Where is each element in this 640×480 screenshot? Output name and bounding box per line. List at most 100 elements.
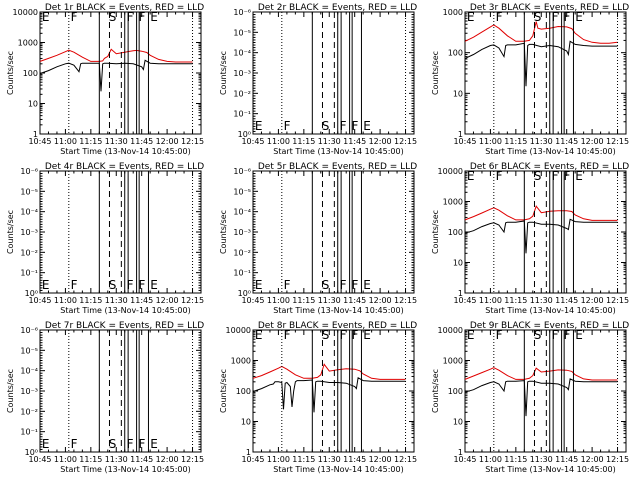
y-tick-label: 10⁻¹: [20, 269, 38, 278]
series-lld: [464, 205, 618, 221]
x-axis-label: Start Time (13-Nov-14 10:45:00): [485, 306, 615, 315]
y-tick-label: 10⁻³: [233, 69, 251, 78]
panel-7: Det 7r BLACK = Events, RED = LLD 10⁰ 10⁻¹ 1…: [6, 321, 204, 474]
y-tick-label: 100: [236, 387, 251, 396]
segment-marker: S: [109, 10, 117, 24]
y-tick-label: 10⁻¹: [20, 428, 38, 437]
x-tick-label: 12:00: [156, 455, 179, 464]
y-tick-label: 10⁻⁵: [233, 187, 251, 196]
series-events: [464, 218, 618, 254]
y-tick-label: 10⁻³: [20, 387, 38, 396]
segment-marker: S: [322, 119, 330, 133]
x-tick-label: 10:45: [453, 137, 476, 146]
segment-marker: E: [42, 437, 50, 451]
segment-marker: F: [138, 10, 145, 24]
y-tick-label: 10⁻⁶: [233, 167, 251, 176]
plot-frame: [464, 170, 627, 294]
segment-marker: F: [127, 10, 134, 24]
y-tick-label: 10⁻⁶: [20, 167, 38, 176]
x-tick-label: 12:00: [369, 455, 392, 464]
y-axis-label: Counts/sec: [431, 210, 440, 254]
y-tick-label: 1: [33, 130, 38, 139]
segment-marker: F: [496, 328, 503, 342]
segment-marker: S: [109, 437, 117, 451]
segment-marker: E: [467, 10, 475, 24]
segment-marker: S: [322, 278, 330, 292]
segment-marker: F: [127, 437, 134, 451]
series-lld: [464, 367, 618, 381]
y-tick-label: 1000: [443, 198, 463, 207]
x-tick-label: 12:00: [581, 296, 604, 305]
y-tick-label: 100: [448, 387, 463, 396]
x-tick-label: 11:00: [479, 137, 502, 146]
y-tick-label: 100: [23, 69, 38, 78]
segment-marker: E: [255, 119, 263, 133]
y-tick-label: 10⁻¹: [233, 110, 251, 119]
x-tick-label: 11:30: [105, 137, 128, 146]
panel-title: Det 5r BLACK = Events, RED = LLD: [258, 162, 417, 172]
x-tick-label: 12:00: [581, 455, 604, 464]
x-tick-label: 11:30: [530, 137, 553, 146]
x-tick-label: 10:45: [453, 455, 476, 464]
x-tick-label: 11:00: [54, 137, 77, 146]
x-tick-label: 10:45: [28, 296, 51, 305]
x-tick-label: 11:30: [105, 455, 128, 464]
y-tick-label: 1000: [443, 8, 463, 17]
x-axis-label: Start Time (13-Nov-14 10:45:00): [273, 306, 403, 315]
segment-marker: F: [138, 437, 145, 451]
x-tick-label: 11:45: [555, 137, 578, 146]
series-events: [39, 59, 193, 92]
x-tick-label: 10:45: [453, 296, 476, 305]
y-tick-label: 1000: [231, 357, 251, 366]
y-tick-label: 10⁻¹: [233, 269, 251, 278]
x-tick-label: 11:15: [292, 296, 315, 305]
x-tick-label: 12:15: [606, 137, 629, 146]
panel-4: Det 4r BLACK = Events, RED = LLD 10⁰ 10⁻¹ 1…: [6, 162, 204, 315]
y-tick-label: 10⁻⁶: [20, 326, 38, 335]
x-tick-label: 11:15: [79, 296, 102, 305]
y-tick-label: 10000: [438, 326, 463, 335]
y-axis-label: Counts/sec: [219, 210, 228, 254]
y-tick-label: 10⁻⁶: [233, 8, 251, 17]
segment-marker: F: [552, 328, 559, 342]
series-events: [464, 378, 618, 417]
segment-marker: S: [109, 278, 117, 292]
y-axis-label: Counts/sec: [431, 369, 440, 413]
segment-marker: F: [351, 278, 358, 292]
segment-marker: E: [467, 169, 475, 183]
segment-marker: S: [534, 328, 542, 342]
y-tick-label: 10⁻³: [233, 228, 251, 237]
y-tick-label: 10⁻²: [233, 248, 251, 257]
x-tick-label: 10:45: [241, 455, 264, 464]
segment-marker: F: [351, 328, 358, 342]
panel-5: Det 5r BLACK = Events, RED = LLD 10⁰ 10⁻¹ 1…: [219, 162, 417, 315]
segment-marker: F: [563, 328, 570, 342]
segment-marker: F: [127, 278, 134, 292]
segment-marker: F: [284, 119, 291, 133]
x-tick-label: 11:30: [318, 455, 341, 464]
plot-frame: [252, 170, 415, 294]
x-tick-label: 12:00: [369, 296, 392, 305]
y-tick-label: 1: [458, 448, 463, 457]
x-tick-label: 11:00: [479, 296, 502, 305]
series-events: [464, 40, 618, 87]
x-tick-label: 11:45: [130, 455, 153, 464]
segment-marker: E: [255, 278, 263, 292]
segment-marker: S: [534, 169, 542, 183]
segment-marker: S: [322, 328, 330, 342]
x-tick-label: 11:15: [292, 455, 315, 464]
segment-marker: F: [552, 169, 559, 183]
y-tick-label: 10: [453, 418, 463, 427]
x-tick-label: 10:45: [28, 137, 51, 146]
x-tick-label: 11:00: [54, 455, 77, 464]
series-events: [252, 377, 406, 413]
x-tick-label: 10:45: [28, 455, 51, 464]
segment-marker: F: [351, 119, 358, 133]
y-axis-label: Counts/sec: [6, 51, 15, 95]
panel-3: Det 3r BLACK = Events, RED = LLD 1 10 100 10…: [431, 3, 629, 156]
x-axis-label: Start Time (13-Nov-14 10:45:00): [60, 147, 190, 156]
segment-marker: E: [363, 278, 371, 292]
series-lld: [39, 48, 193, 63]
panel-1: Det 1r BLACK = Events, RED = LLD 1 10 100 10…: [6, 3, 204, 156]
